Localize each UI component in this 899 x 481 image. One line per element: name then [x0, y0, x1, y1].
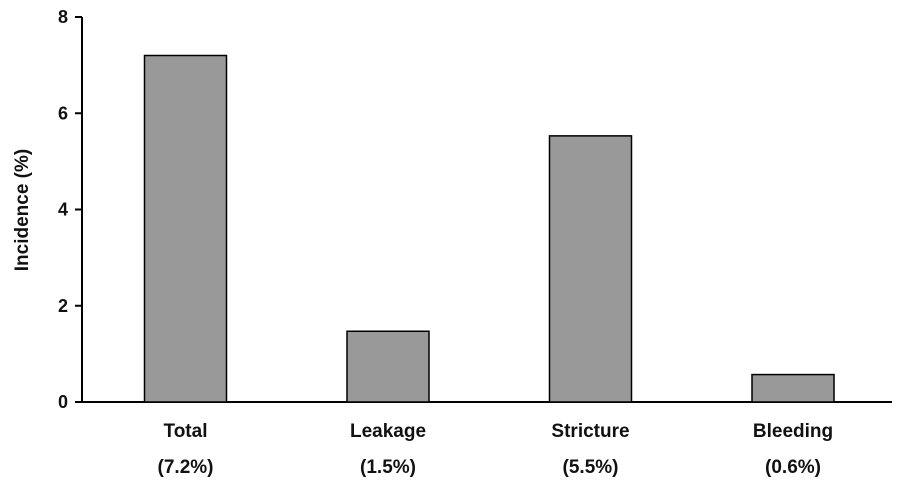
- y-tick-label: 6: [58, 103, 68, 123]
- x-category-percent-label: (1.5%): [360, 457, 416, 478]
- x-category-label: Total: [164, 421, 208, 442]
- x-category-percent-label: (5.5%): [563, 457, 619, 478]
- x-category-label: Leakage: [350, 421, 426, 442]
- y-axis-title: Incidence (%): [12, 149, 33, 271]
- bar-leakage: [346, 330, 430, 403]
- y-tick-label: 4: [58, 200, 68, 220]
- y-tick-label: 2: [58, 296, 68, 316]
- label-group: Total (7.2%) Leakage (1.5%) Stricture (5.5%) B…: [158, 421, 834, 478]
- x-category-label: Bleeding: [753, 421, 833, 442]
- bar-bleeding: [751, 373, 835, 403]
- x-category-percent-label: (7.2%): [158, 457, 214, 478]
- y-tick-label: 8: [58, 7, 68, 27]
- bar-stricture: [548, 135, 633, 403]
- bar-total: [143, 54, 228, 403]
- x-category-label: Stricture: [551, 421, 629, 442]
- x-category-percent-label: (0.6%): [765, 457, 821, 478]
- y-tick-label: 0: [58, 392, 68, 412]
- bar-group: [143, 54, 835, 403]
